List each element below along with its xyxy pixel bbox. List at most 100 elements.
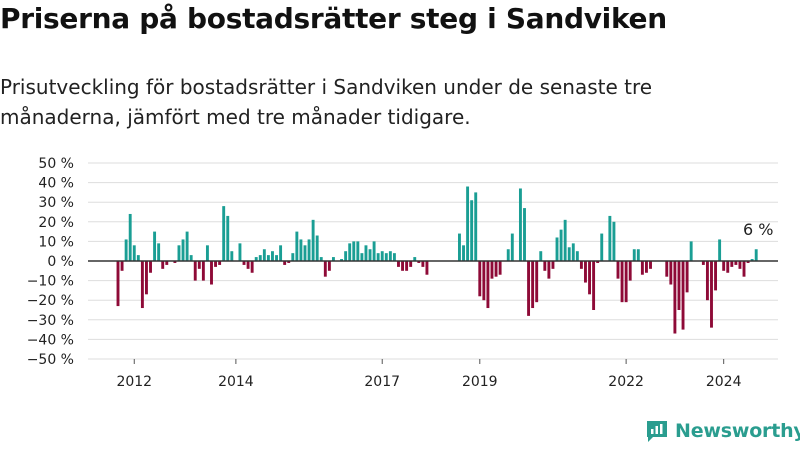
bar-positive xyxy=(205,245,209,261)
bar-negative xyxy=(327,261,331,271)
bar-negative xyxy=(685,261,689,293)
bar-positive xyxy=(352,241,356,261)
chart-title: Priserna på bostadsrätter steg i Sandvik… xyxy=(0,2,667,35)
bar-positive xyxy=(185,231,189,261)
bar-negative xyxy=(592,261,596,310)
bar-negative xyxy=(551,261,555,269)
bar-positive xyxy=(458,233,461,261)
bar-negative xyxy=(161,261,165,269)
bar-negative xyxy=(425,261,429,275)
y-tick-label: −40 % xyxy=(27,332,74,348)
x-tick-label: 2014 xyxy=(218,374,254,390)
bar-positive xyxy=(299,239,303,261)
bar-negative xyxy=(283,261,287,265)
chart-subtitle: Prisutveckling för bostadsrätter i Sandv… xyxy=(0,75,653,129)
bar-negative xyxy=(738,261,742,269)
bar-positive xyxy=(189,255,193,261)
bar-positive xyxy=(128,213,132,261)
bar-negative xyxy=(665,261,669,277)
bar-positive xyxy=(222,206,226,261)
bar-positive xyxy=(153,231,157,261)
bar-positive xyxy=(315,235,319,261)
bar-positive xyxy=(254,257,258,261)
bar-positive xyxy=(364,245,368,261)
bar-negative xyxy=(543,261,547,271)
bar-negative xyxy=(588,261,591,295)
bar-negative xyxy=(145,261,148,295)
bar-negative xyxy=(669,261,673,285)
y-tick-label: −50 % xyxy=(27,352,74,368)
bar-negative xyxy=(628,261,632,281)
bar-negative xyxy=(677,261,681,310)
bar-negative xyxy=(620,261,624,303)
bar-negative xyxy=(734,261,738,265)
x-tick-label: 2019 xyxy=(462,374,498,390)
bar-negative xyxy=(730,261,734,267)
y-tick-label: 0 % xyxy=(47,254,74,270)
bar-negative xyxy=(478,261,482,297)
y-tick-label: 30 % xyxy=(38,195,74,211)
bar-negative xyxy=(409,261,413,267)
bar-positive xyxy=(307,239,311,261)
bar-positive xyxy=(132,245,136,261)
bar-positive xyxy=(226,215,230,261)
bar-positive xyxy=(632,249,636,261)
bar-positive xyxy=(384,253,388,261)
bar-positive xyxy=(279,245,283,261)
bar-negative xyxy=(173,261,177,263)
bar-negative xyxy=(579,261,583,269)
bar-negative xyxy=(742,261,746,277)
newsworthy-logo-icon xyxy=(645,419,669,443)
bar-positive xyxy=(311,219,315,261)
bar-positive xyxy=(754,249,758,261)
bar-negative xyxy=(165,261,169,265)
bar-negative xyxy=(218,261,222,265)
bar-positive xyxy=(380,251,384,261)
bar-negative xyxy=(210,261,213,285)
newsworthy-logo: Newsworthy xyxy=(645,419,800,443)
bar-positive xyxy=(266,255,270,261)
y-tick-label: 50 % xyxy=(38,156,74,172)
bar-negative xyxy=(624,261,628,303)
bar-positive xyxy=(177,245,181,261)
bar-negative xyxy=(287,261,291,263)
bar-positive xyxy=(718,239,722,261)
bar-negative xyxy=(616,261,620,279)
bar-positive xyxy=(344,251,348,261)
bar-positive xyxy=(689,241,693,261)
bar-positive xyxy=(372,241,376,261)
bar-negative xyxy=(197,261,201,269)
bar-negative xyxy=(722,261,726,271)
bar-negative xyxy=(421,261,425,267)
y-tick-label: −10 % xyxy=(27,274,74,290)
bar-positive xyxy=(181,239,185,261)
bar-negative xyxy=(535,261,539,303)
bar-positive xyxy=(348,243,352,261)
bar-positive xyxy=(157,243,161,261)
bar-positive xyxy=(303,245,307,261)
bar-negative xyxy=(140,261,144,309)
bar-negative xyxy=(701,261,705,265)
bar-negative xyxy=(710,261,713,328)
bar-negative xyxy=(405,261,409,271)
bar-negative xyxy=(242,261,246,265)
bar-negative xyxy=(714,261,718,291)
newsworthy-logo-text: Newsworthy xyxy=(675,420,800,442)
bar-positive xyxy=(340,259,344,261)
bar-negative xyxy=(681,261,685,330)
y-tick-label: −30 % xyxy=(27,313,74,329)
y-tick-label: 40 % xyxy=(38,176,74,192)
bar-positive xyxy=(413,257,417,261)
bar-positive xyxy=(368,249,372,261)
last-value-label: 6 % xyxy=(743,220,773,239)
bar-negative xyxy=(494,261,498,277)
bar-positive xyxy=(600,233,604,261)
bar-negative xyxy=(645,261,648,273)
bar-negative xyxy=(482,261,486,301)
bar-positive xyxy=(238,243,242,261)
bar-positive xyxy=(136,255,140,261)
bar-negative xyxy=(246,261,250,269)
bar-negative xyxy=(746,261,750,263)
bar-negative xyxy=(120,261,124,271)
bar-positive xyxy=(392,253,396,261)
